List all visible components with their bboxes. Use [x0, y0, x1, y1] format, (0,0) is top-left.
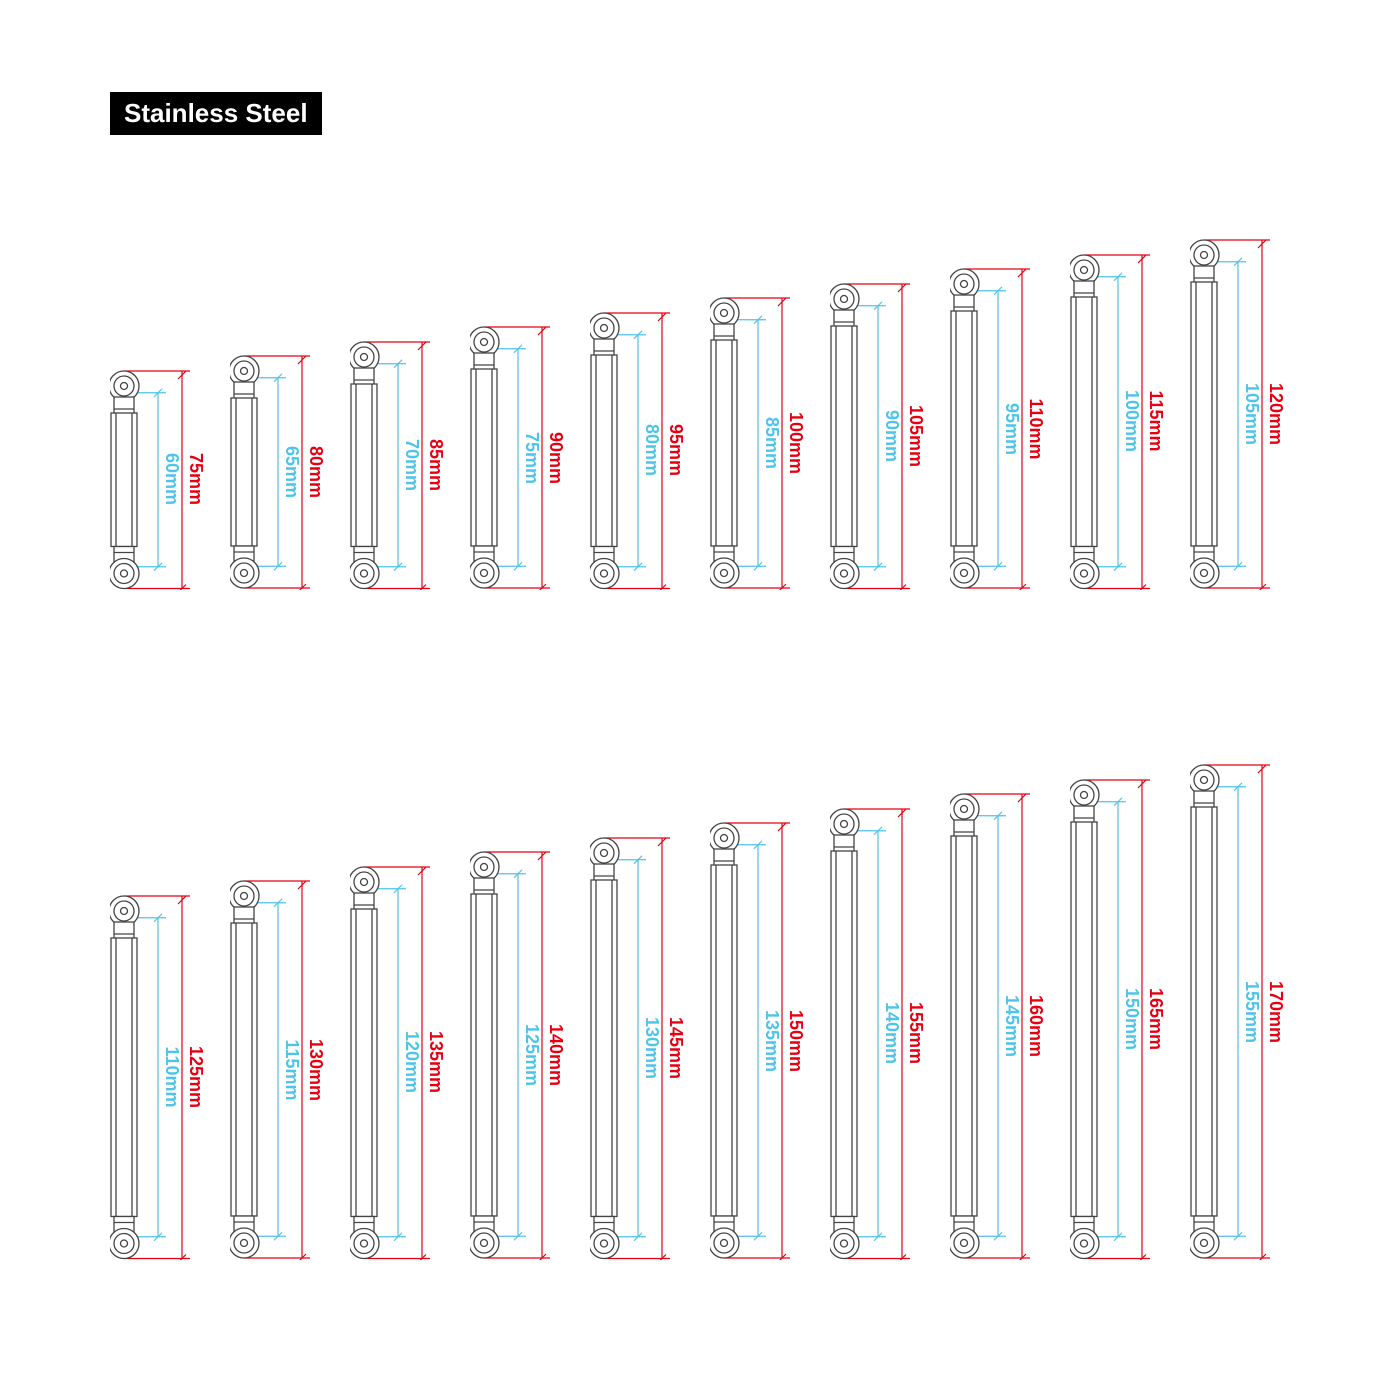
- inner-dimension-label: 120mm: [401, 1031, 422, 1093]
- inner-dimension-label: 140mm: [881, 1002, 902, 1064]
- inner-dimension-label: 85mm: [761, 417, 782, 469]
- title-badge: Stainless Steel: [110, 92, 322, 135]
- outer-dimension-label: 155mm: [905, 1002, 926, 1064]
- link-rod-item: 125mm140mm: [470, 850, 560, 1260]
- inner-dimension-label: 95mm: [1001, 402, 1022, 454]
- link-rod-item: 155mm170mm: [1190, 763, 1280, 1260]
- outer-dimension-label: 145mm: [665, 1017, 686, 1079]
- link-rod-item: 130mm145mm: [590, 836, 680, 1261]
- link-rod-item: 70mm85mm: [350, 340, 440, 591]
- outer-dimension-label: 130mm: [305, 1038, 326, 1100]
- link-rod-item: 95mm110mm: [950, 267, 1040, 590]
- outer-dimension-label: 90mm: [545, 431, 566, 483]
- outer-dimension-label: 105mm: [905, 405, 926, 467]
- inner-dimension-label: 110mm: [161, 1046, 182, 1107]
- outer-dimension-label: 115mm: [1145, 391, 1166, 452]
- inner-dimension-label: 80mm: [641, 424, 662, 476]
- outer-dimension-label: 165mm: [1145, 988, 1166, 1050]
- outer-dimension-label: 150mm: [785, 1009, 806, 1071]
- outer-dimension-label: 135mm: [425, 1031, 446, 1093]
- link-rod-item: 105mm120mm: [1190, 238, 1280, 590]
- inner-dimension-label: 145mm: [1001, 995, 1022, 1057]
- inner-dimension-label: 105mm: [1241, 383, 1262, 445]
- title-text: Stainless Steel: [124, 98, 308, 128]
- link-rod-item: 65mm80mm: [230, 354, 320, 590]
- link-rod-item: 60mm75mm: [110, 369, 200, 591]
- link-rod-item: 85mm100mm: [710, 296, 800, 590]
- link-rod-item: 135mm150mm: [710, 821, 800, 1260]
- outer-dimension-label: 110mm: [1025, 398, 1046, 459]
- link-rod-item: 140mm155mm: [830, 807, 920, 1261]
- link-rod-item: 150mm165mm: [1070, 778, 1160, 1261]
- inner-dimension-label: 115mm: [281, 1039, 302, 1100]
- outer-dimension-label: 125mm: [185, 1046, 206, 1108]
- inner-dimension-label: 100mm: [1121, 390, 1142, 452]
- inner-dimension-label: 150mm: [1121, 988, 1142, 1050]
- inner-dimension-label: 60mm: [161, 453, 182, 505]
- link-rod-item: 90mm105mm: [830, 282, 920, 591]
- link-rod-item: 80mm95mm: [590, 311, 680, 591]
- outer-dimension-label: 160mm: [1025, 995, 1046, 1057]
- inner-dimension-label: 70mm: [401, 439, 422, 491]
- link-rod-item: 110mm125mm: [110, 894, 200, 1261]
- inner-dimension-label: 125mm: [521, 1024, 542, 1086]
- outer-dimension-label: 95mm: [665, 424, 686, 476]
- link-rod-item: 115mm130mm: [230, 879, 320, 1260]
- diagram-container: Stainless Steel 60mm75mm65mm80mm70mm85mm…: [0, 0, 1400, 1400]
- outer-dimension-label: 120mm: [1265, 383, 1286, 445]
- outer-dimension-label: 170mm: [1265, 980, 1286, 1042]
- inner-dimension-label: 130mm: [641, 1017, 662, 1079]
- link-rod-item: 145mm160mm: [950, 792, 1040, 1260]
- outer-dimension-label: 85mm: [425, 439, 446, 491]
- link-rod-item: 100mm115mm: [1070, 253, 1160, 591]
- link-rod-item: 75mm90mm: [470, 325, 560, 590]
- outer-dimension-label: 140mm: [545, 1024, 566, 1086]
- outer-dimension-label: 80mm: [305, 446, 326, 498]
- inner-dimension-label: 155mm: [1241, 980, 1262, 1042]
- inner-dimension-label: 65mm: [281, 446, 302, 498]
- inner-dimension-label: 90mm: [881, 410, 902, 462]
- inner-dimension-label: 75mm: [521, 431, 542, 483]
- link-rod-item: 120mm135mm: [350, 865, 440, 1261]
- outer-dimension-label: 75mm: [185, 453, 206, 505]
- outer-dimension-label: 100mm: [785, 412, 806, 474]
- inner-dimension-label: 135mm: [761, 1009, 782, 1071]
